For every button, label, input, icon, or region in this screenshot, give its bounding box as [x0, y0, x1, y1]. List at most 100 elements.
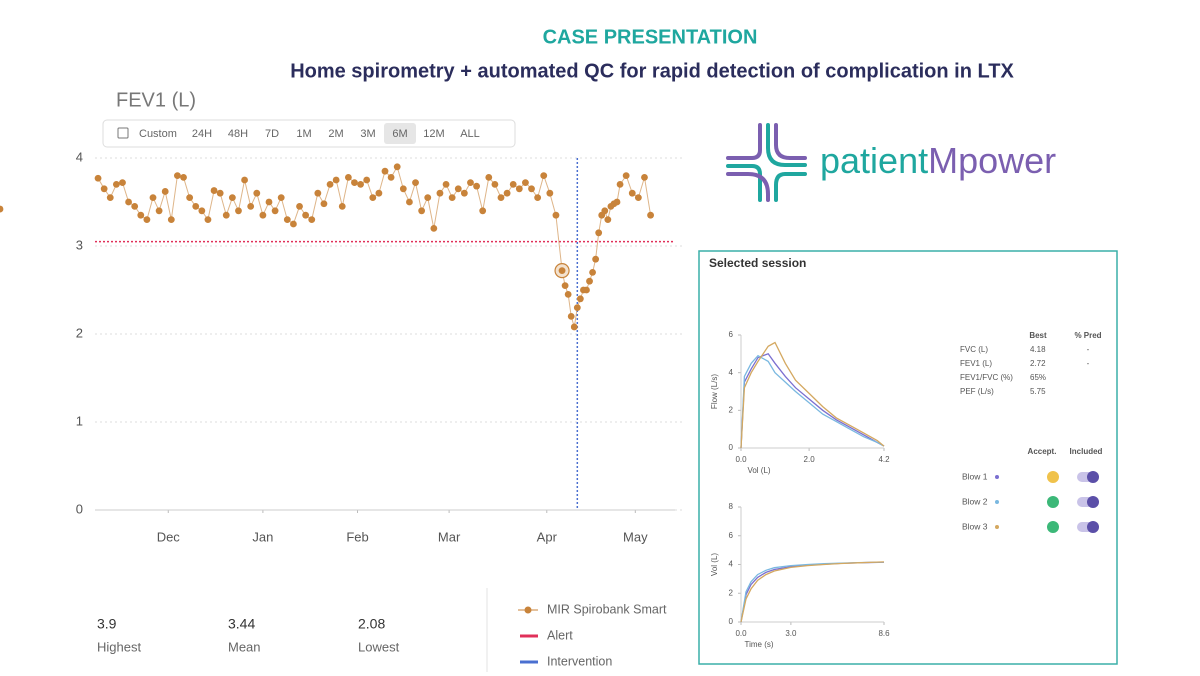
data-point[interactable] — [592, 255, 600, 263]
data-point[interactable] — [143, 216, 151, 224]
data-point[interactable] — [326, 181, 334, 188]
range-button[interactable] — [416, 123, 452, 144]
data-point[interactable] — [308, 216, 316, 224]
data-point[interactable] — [265, 198, 273, 206]
data-point[interactable] — [634, 194, 642, 202]
data-point[interactable] — [442, 181, 450, 188]
data-point[interactable] — [570, 323, 578, 331]
range-label[interactable]: 1M — [296, 128, 311, 140]
data-point[interactable] — [167, 216, 175, 224]
data-point[interactable] — [296, 203, 303, 210]
data-point[interactable] — [137, 211, 145, 219]
data-point[interactable] — [576, 295, 584, 303]
data-point[interactable] — [314, 189, 322, 197]
data-point[interactable] — [381, 167, 389, 175]
data-point[interactable] — [106, 194, 114, 202]
data-point[interactable] — [595, 229, 603, 237]
range-label[interactable]: 6M — [392, 128, 407, 140]
data-point[interactable] — [155, 207, 163, 215]
data-point[interactable] — [448, 194, 456, 202]
data-point[interactable] — [216, 189, 224, 197]
data-point[interactable] — [174, 172, 181, 180]
data-point[interactable] — [522, 179, 529, 187]
data-point[interactable] — [561, 282, 569, 289]
data-point[interactable] — [485, 173, 493, 181]
data-point[interactable] — [344, 173, 352, 181]
data-point[interactable] — [586, 277, 593, 285]
data-point[interactable] — [112, 181, 120, 188]
data-point[interactable] — [503, 189, 511, 197]
data-point[interactable] — [375, 189, 383, 197]
data-point[interactable] — [546, 189, 554, 197]
data-point[interactable] — [338, 203, 346, 210]
data-point[interactable] — [454, 185, 462, 193]
data-point[interactable] — [558, 267, 566, 275]
data-point[interactable] — [351, 179, 358, 187]
data-point[interactable] — [290, 220, 297, 228]
data-point[interactable] — [161, 188, 169, 195]
data-point[interactable] — [283, 216, 291, 224]
data-point[interactable] — [412, 179, 419, 187]
data-point[interactable] — [119, 179, 126, 187]
range-label[interactable]: 3M — [360, 128, 375, 140]
data-point[interactable] — [564, 291, 572, 298]
data-point[interactable] — [534, 194, 542, 202]
data-point[interactable] — [332, 176, 340, 184]
data-point[interactable] — [616, 181, 624, 188]
range-button[interactable] — [352, 123, 384, 144]
data-point[interactable] — [0, 205, 4, 213]
data-point[interactable] — [528, 185, 535, 193]
data-point[interactable] — [406, 198, 413, 206]
data-point[interactable] — [567, 313, 575, 320]
data-point[interactable] — [601, 207, 609, 215]
data-point[interactable] — [540, 172, 548, 180]
data-point[interactable] — [302, 211, 310, 219]
data-point[interactable] — [497, 194, 505, 202]
range-label[interactable]: 12M — [423, 128, 444, 140]
data-point[interactable] — [192, 203, 200, 210]
toggle-knob[interactable] — [1087, 521, 1099, 533]
data-point[interactable] — [393, 163, 401, 171]
data-point[interactable] — [210, 187, 218, 194]
data-point[interactable] — [647, 211, 654, 219]
data-point[interactable] — [583, 286, 590, 294]
toggle-knob[interactable] — [1087, 496, 1099, 508]
data-point[interactable] — [277, 194, 285, 202]
data-point[interactable] — [259, 211, 267, 219]
data-point[interactable] — [253, 189, 261, 197]
range-button[interactable] — [220, 123, 256, 144]
data-point[interactable] — [125, 198, 132, 206]
range-label[interactable]: ALL — [460, 128, 480, 140]
data-point[interactable] — [247, 203, 255, 210]
data-point[interactable] — [320, 200, 328, 208]
data-point[interactable] — [613, 198, 621, 206]
data-point[interactable] — [241, 176, 248, 184]
data-point[interactable] — [424, 194, 432, 202]
data-point[interactable] — [363, 176, 371, 184]
data-point[interactable] — [436, 189, 444, 197]
range-button[interactable] — [184, 123, 220, 144]
toggle-knob[interactable] — [1087, 471, 1099, 483]
range-label[interactable]: 24H — [192, 128, 212, 140]
data-point[interactable] — [204, 216, 212, 224]
data-point[interactable] — [100, 185, 108, 193]
data-point[interactable] — [387, 173, 395, 181]
data-point[interactable] — [399, 185, 407, 193]
data-point[interactable] — [509, 181, 517, 188]
data-point[interactable] — [430, 225, 438, 232]
data-point[interactable] — [589, 269, 596, 276]
data-point[interactable] — [235, 207, 242, 215]
data-point[interactable] — [357, 181, 364, 188]
data-point[interactable] — [131, 203, 139, 210]
data-point[interactable] — [552, 211, 560, 219]
data-point[interactable] — [198, 207, 206, 215]
data-point[interactable] — [491, 181, 499, 188]
range-button[interactable] — [288, 123, 320, 144]
data-point[interactable] — [94, 174, 102, 182]
range-button[interactable] — [384, 123, 416, 144]
range-button[interactable] — [256, 123, 288, 144]
data-point[interactable] — [460, 189, 468, 197]
data-point[interactable] — [418, 207, 426, 215]
data-point[interactable] — [228, 194, 236, 202]
data-point[interactable] — [186, 194, 194, 202]
